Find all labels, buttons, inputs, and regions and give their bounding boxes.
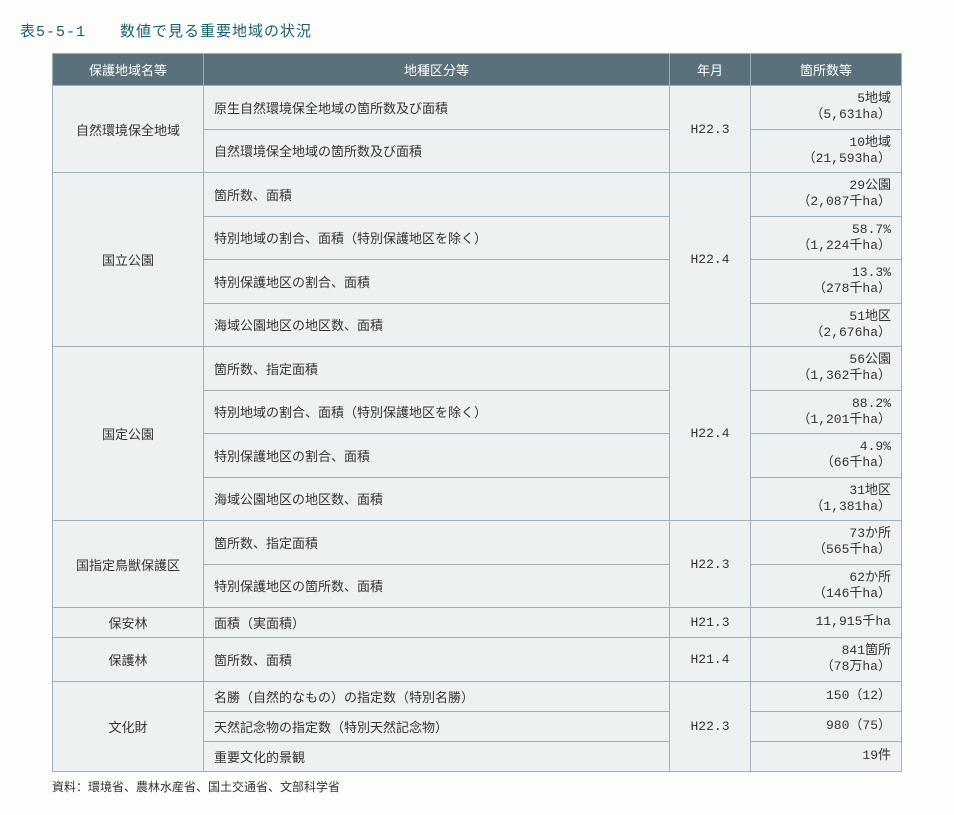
cell-value: 51地区（2,676ha） [751,303,902,347]
main-table: 保護地域名等 地種区分等 年月 箇所数等 自然環境保全地域原生自然環境保全地域の… [52,53,902,772]
cell-value: 58.7%（1,224千ha） [751,216,902,260]
cell-value: 19件 [751,741,902,771]
cell-kind: 特別保護地区の箇所数、面積 [204,564,670,608]
cell-kind: 名勝（自然的なもの）の指定数（特別名勝） [204,681,670,711]
cell-area-name: 文化財 [53,681,204,771]
cell-kind: 特別保護地区の割合、面積 [204,434,670,478]
cell-value: 10地域（21,593ha） [751,129,902,173]
col-header-kind: 地種区分等 [204,54,670,86]
cell-value: 980（75） [751,711,902,741]
cell-kind: 箇所数、面積 [204,173,670,217]
table-row: 自然環境保全地域原生自然環境保全地域の箇所数及び面積H22.35地域（5,631… [53,86,902,130]
cell-kind: 箇所数、指定面積 [204,521,670,565]
cell-kind: 箇所数、指定面積 [204,347,670,391]
table-row: 保護林箇所数、面積H21.4841箇所（78万ha） [53,638,902,682]
col-header-val: 箇所数等 [751,54,902,86]
cell-value: 13.3%（278千ha） [751,260,902,304]
cell-value: 4.9%（66千ha） [751,434,902,478]
cell-year-month: H22.4 [670,347,751,521]
cell-value: 29公園（2,087千ha） [751,173,902,217]
cell-area-name: 保護林 [53,638,204,682]
cell-value: 5地域（5,631ha） [751,86,902,130]
cell-value: 11,915千ha [751,608,902,638]
cell-year-month: H22.4 [670,173,751,347]
table-number: 表5-5-1 [20,24,86,41]
cell-area-name: 国立公園 [53,173,204,347]
table-row: 国定公園箇所数、指定面積H22.456公園（1,362千ha） [53,347,902,391]
cell-year-month: H21.4 [670,638,751,682]
cell-kind: 重要文化的景観 [204,741,670,771]
table-row: 文化財名勝（自然的なもの）の指定数（特別名勝）H22.3150（12） [53,681,902,711]
col-header-name: 保護地域名等 [53,54,204,86]
table-row: 保安林面積（実面積）H21.311,915千ha [53,608,902,638]
cell-kind: 特別保護地区の割合、面積 [204,260,670,304]
cell-value: 73か所（565千ha） [751,521,902,565]
cell-kind: 特別地域の割合、面積（特別保護地区を除く） [204,216,670,260]
cell-value: 88.2%（1,201千ha） [751,390,902,434]
cell-area-name: 国指定鳥獣保護区 [53,521,204,608]
cell-year-month: H22.3 [670,86,751,173]
cell-value: 31地区（1,381ha） [751,477,902,521]
table-title-text: 数値で見る重要地域の状況 [120,24,312,41]
cell-kind: 面積（実面積） [204,608,670,638]
cell-area-name: 保安林 [53,608,204,638]
cell-kind: 原生自然環境保全地域の箇所数及び面積 [204,86,670,130]
table-header-row: 保護地域名等 地種区分等 年月 箇所数等 [53,54,902,86]
table-title: 表5-5-1 数値で見る重要地域の状況 [20,20,934,41]
cell-kind: 海域公園地区の地区数、面積 [204,303,670,347]
cell-value: 841箇所（78万ha） [751,638,902,682]
cell-year-month: H22.3 [670,521,751,608]
cell-value: 150（12） [751,681,902,711]
cell-area-name: 国定公園 [53,347,204,521]
cell-year-month: H22.3 [670,681,751,771]
cell-value: 56公園（1,362千ha） [751,347,902,391]
col-header-ym: 年月 [670,54,751,86]
table-row: 国指定鳥獣保護区箇所数、指定面積H22.373か所（565千ha） [53,521,902,565]
source-note: 資料：環境省、農林水産省、国土交通省、文部科学省 [52,778,902,795]
cell-year-month: H21.3 [670,608,751,638]
cell-kind: 自然環境保全地域の箇所数及び面積 [204,129,670,173]
cell-kind: 天然記念物の指定数（特別天然記念物） [204,711,670,741]
cell-kind: 特別地域の割合、面積（特別保護地区を除く） [204,390,670,434]
cell-kind: 海域公園地区の地区数、面積 [204,477,670,521]
cell-area-name: 自然環境保全地域 [53,86,204,173]
cell-kind: 箇所数、面積 [204,638,670,682]
table-row: 国立公園箇所数、面積H22.429公園（2,087千ha） [53,173,902,217]
cell-value: 62か所（146千ha） [751,564,902,608]
